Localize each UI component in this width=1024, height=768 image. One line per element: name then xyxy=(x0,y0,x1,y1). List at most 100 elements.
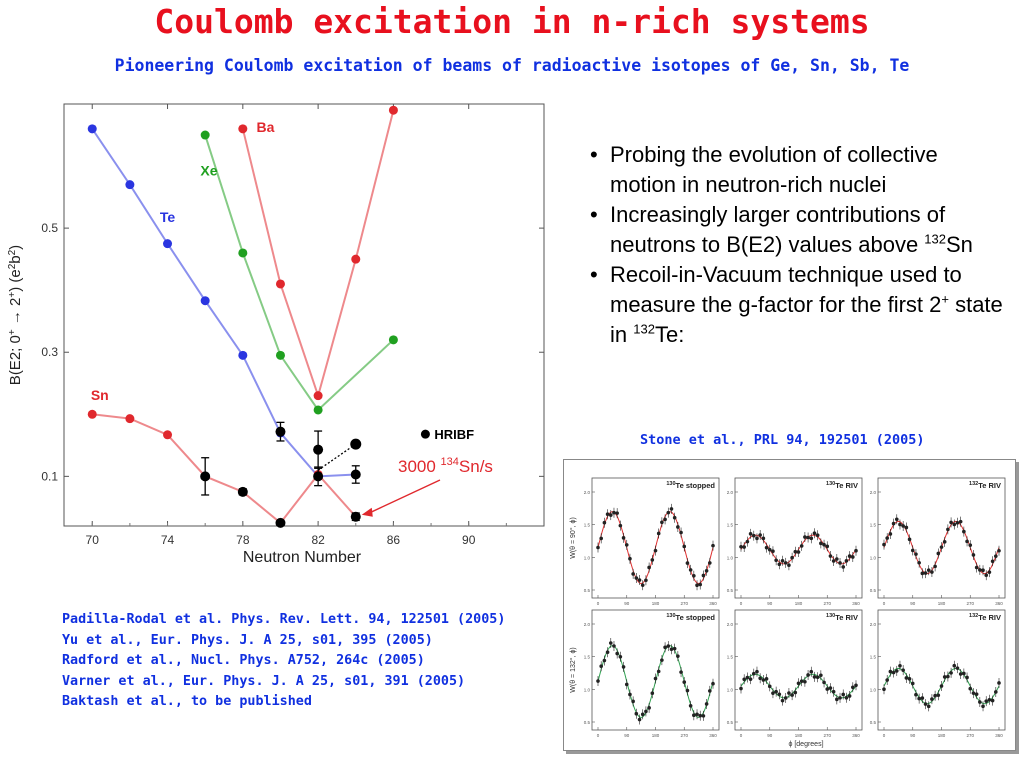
inset-data-point xyxy=(838,561,842,565)
inset-x-tick-label: 270 xyxy=(680,733,688,738)
data-point-hribf xyxy=(237,486,248,497)
inset-data-point xyxy=(803,679,807,684)
data-point-hribf xyxy=(350,469,361,480)
inset-data-point xyxy=(672,515,677,520)
legend-label: HRIBF xyxy=(434,427,474,442)
inset-data-point xyxy=(815,533,820,538)
x-tick-label: 82 xyxy=(311,533,325,547)
inset-data-point xyxy=(780,698,785,703)
inset-data-point xyxy=(653,676,658,681)
inset-data-point xyxy=(599,664,603,669)
inset-data-point xyxy=(695,583,699,588)
inset-data-point xyxy=(891,670,896,675)
panel-title: 130Te stopped xyxy=(666,613,715,622)
inset-data-point xyxy=(917,560,921,565)
x-axis-label: Neutron Number xyxy=(243,549,362,566)
inset-y-tick-label: 2.0 xyxy=(727,622,734,627)
inset-x-tick-label: 360 xyxy=(709,601,717,606)
x-tick-label: 86 xyxy=(387,533,401,547)
inset-data-point xyxy=(952,522,957,527)
inset-data-point xyxy=(624,682,629,687)
inset-data-point xyxy=(771,691,775,695)
inset-data-point xyxy=(981,568,985,573)
annotation-sup: 134 xyxy=(441,456,459,468)
data-point-ba xyxy=(275,279,285,289)
inset-data-point xyxy=(660,658,664,662)
inset-data-point xyxy=(799,679,804,683)
inset-data-point xyxy=(812,675,817,679)
inset-x-tick-label: 0 xyxy=(740,733,743,738)
inset-data-point xyxy=(841,692,846,697)
inset-y-tick-label: 0.5 xyxy=(727,588,734,593)
series-line-sn xyxy=(92,413,357,525)
inset-data-point xyxy=(822,680,826,685)
inset-data-point xyxy=(708,689,712,693)
inset-data-point xyxy=(790,693,794,697)
inset-data-point xyxy=(910,681,915,686)
data-point-hribf xyxy=(350,438,362,450)
inset-data-point xyxy=(822,542,826,547)
inset-data-point xyxy=(831,689,836,694)
inset-y-tick-label: 0.5 xyxy=(584,588,591,593)
x-tick-label: 90 xyxy=(462,533,476,547)
inset-panel xyxy=(877,609,1006,731)
g-factor-inset: W(θ = 90°, ϕ) W(θ = 132°, ϕ) 130Te stopped… xyxy=(563,459,1016,751)
inset-data-point xyxy=(767,547,772,552)
inset-x-tick-label: 270 xyxy=(966,601,974,606)
inset-data-point xyxy=(755,669,759,674)
inset-data-point xyxy=(994,690,998,694)
inset-data-point xyxy=(615,511,619,515)
data-point-hribf xyxy=(275,517,286,528)
inset-data-point xyxy=(640,583,645,587)
inset-data-point xyxy=(656,531,661,536)
inset-data-point xyxy=(748,532,753,536)
bullet-superscript: 132 xyxy=(924,231,946,247)
inset-x-tick-label: 180 xyxy=(938,733,946,738)
inset-data-point xyxy=(882,687,886,691)
panel-title-text: Te stopped xyxy=(676,613,716,622)
inset-data-point xyxy=(851,685,855,690)
inset-data-point xyxy=(885,678,889,682)
inset-data-point xyxy=(711,543,715,548)
inset-data-point xyxy=(971,691,976,695)
y-tick-label: 0.5 xyxy=(41,221,58,235)
inset-data-point xyxy=(819,541,823,546)
inset-data-point xyxy=(793,690,798,695)
bullet-item: Recoil-in-Vacuum technique used to measu… xyxy=(588,260,1008,350)
inset-data-point xyxy=(809,536,814,541)
inset-data-point xyxy=(920,571,925,576)
inset-data-point xyxy=(815,675,820,680)
inset-data-point xyxy=(783,561,788,565)
series-label-te: Te xyxy=(160,209,176,225)
inset-data-point xyxy=(742,677,746,682)
bullet-superscript: 132 xyxy=(633,321,655,337)
data-point-xe xyxy=(200,130,210,140)
y-axis-label-part: + xyxy=(7,292,18,298)
y-axis-label-part: → 2 xyxy=(7,298,24,330)
inset-data-point xyxy=(739,544,743,549)
inset-data-point xyxy=(628,556,632,561)
inset-data-point xyxy=(971,553,976,557)
inset-data-point xyxy=(894,669,899,673)
inset-data-point xyxy=(978,700,982,704)
inset-x-tick-label: 270 xyxy=(823,733,831,738)
data-point-te xyxy=(125,180,135,190)
inset-data-point xyxy=(608,513,613,517)
inset-data-point xyxy=(819,673,823,678)
inset-data-point xyxy=(669,647,674,652)
inset-data-point xyxy=(946,527,950,532)
bullet-text: Increasingly larger contributions of neu… xyxy=(610,202,946,257)
inset-data-point xyxy=(767,684,772,689)
inset-x-tick-label: 360 xyxy=(709,733,717,738)
inset-panel xyxy=(591,609,720,731)
inset-data-point xyxy=(758,533,762,537)
inset-data-point xyxy=(631,699,635,704)
inset-data-point xyxy=(844,695,849,700)
panel-title-sup: 130 xyxy=(826,613,835,619)
inset-y-tick-label: 1.0 xyxy=(727,555,734,560)
inset-data-point xyxy=(847,554,852,558)
series-line-te xyxy=(91,128,356,478)
inset-data-point xyxy=(666,644,671,648)
inset-y-tick-label: 1.5 xyxy=(870,523,877,528)
inset-data-point xyxy=(847,694,852,698)
